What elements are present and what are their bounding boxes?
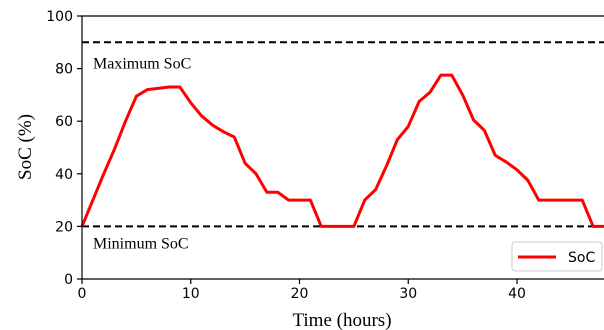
series-line-soc <box>80 73 604 228</box>
legend-label-soc: SoC <box>568 250 595 266</box>
y-tick-label: 80 <box>55 62 73 78</box>
x-tick-label: 20 <box>291 286 309 302</box>
x-tick-label: 0 <box>78 286 87 302</box>
annotation-min-soc: Minimum SoC <box>93 235 189 252</box>
x-tick-label: 40 <box>508 286 526 302</box>
legend-frame <box>511 241 603 272</box>
y-axis-title: SoC (%) <box>15 114 36 180</box>
reference-lines <box>82 41 604 228</box>
tick-labels: 0 20 40 60 80 100 0 10 20 30 40 <box>46 9 526 302</box>
annotations: Maximum SoC Minimum SoC <box>93 55 191 252</box>
series-layer <box>80 73 604 228</box>
annotation-max-soc: Maximum SoC <box>93 55 191 72</box>
y-tick-label: 100 <box>46 9 73 25</box>
legend: SoC <box>511 241 603 272</box>
y-tick-label: 20 <box>55 219 73 235</box>
x-tick-label: 10 <box>182 286 200 302</box>
y-tick-label: 40 <box>55 167 73 183</box>
x-tick-label: 30 <box>399 286 417 302</box>
x-axis-title: Time (hours) <box>292 310 391 330</box>
y-tick-label: 0 <box>64 272 73 288</box>
axes <box>77 15 604 284</box>
y-tick-label: 60 <box>55 114 73 130</box>
